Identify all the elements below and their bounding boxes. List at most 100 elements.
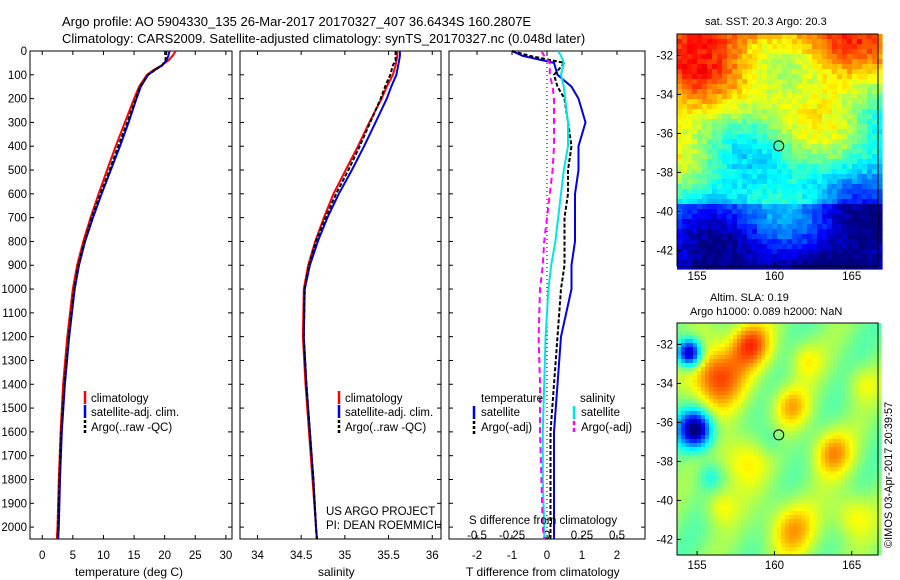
y-tick-label: 1400 xyxy=(1,379,27,391)
x-tick-label: 5 xyxy=(70,550,76,562)
sla-map-title: Altim. SLA: 0.19 xyxy=(710,292,789,304)
y-tick-label: 1800 xyxy=(1,474,27,486)
difference-top-axis-label: S difference from climatology xyxy=(469,515,617,527)
sla-map-frame xyxy=(676,322,879,556)
map-y-tick-label: -36 xyxy=(656,417,673,429)
x-tick-label: 35.5 xyxy=(377,550,399,562)
x-tick-label: 25 xyxy=(189,550,202,562)
x-tick-label: 15 xyxy=(128,550,141,562)
x-tick-label: 0 xyxy=(544,550,550,562)
legend-label-satellite: satellite-adj. clim. xyxy=(345,407,433,419)
legend-title-salinity: salinity xyxy=(580,393,615,405)
legend-label-climatology: climatology xyxy=(345,393,403,405)
temperature-x-axis-label: temperature (deg C) xyxy=(75,565,183,579)
legend-label-s-argo: Argo(-adj) xyxy=(581,422,632,434)
legend-label-argo: Argo(..raw -QC) xyxy=(91,422,172,434)
y-tick-label: 100 xyxy=(8,70,27,82)
map-y-tick-label: -38 xyxy=(656,456,673,468)
y-tick-label: 2000 xyxy=(1,522,27,534)
top-tick-label: 0 xyxy=(544,530,550,542)
salinity-series-satellite xyxy=(302,51,401,540)
y-tick-label: 0 xyxy=(21,46,27,58)
map-y-tick-label: -34 xyxy=(656,89,673,101)
y-tick-label: 400 xyxy=(8,141,27,153)
y-tick-label: 1600 xyxy=(1,427,27,439)
map-x-tick-label: 165 xyxy=(842,271,861,283)
salinity-x-axis-label: salinity xyxy=(318,565,355,579)
sla-heatmap: 155 160 165 -32 -34 -36 -38 -40 -42 xyxy=(656,323,882,572)
legend-label-satellite: satellite-adj. clim. xyxy=(91,407,179,419)
map-y-tick-label: -32 xyxy=(656,50,673,62)
map-x-tick-label: 160 xyxy=(765,271,784,283)
diff-series-s-argo xyxy=(537,50,555,540)
temperature-series-argo xyxy=(56,50,168,540)
diff-series-t-argo xyxy=(511,50,573,539)
map-y-tick-label: -34 xyxy=(656,378,673,390)
map-y-tick-label: -40 xyxy=(656,206,673,218)
argo-float-marker xyxy=(773,140,785,152)
temperature-legend: climatology satellite-adj. clim. Argo(..… xyxy=(83,391,179,434)
y-tick-label: 600 xyxy=(8,189,27,201)
y-tick-label: 800 xyxy=(8,236,27,248)
y-tick-label: 1900 xyxy=(1,498,27,510)
top-tick-label: 0.5 xyxy=(609,530,625,542)
y-tick-label: 1700 xyxy=(1,451,27,463)
map-x-tick-label: 160 xyxy=(765,560,784,572)
x-tick-label: 1 xyxy=(579,550,585,562)
x-tick-label: -1 xyxy=(507,550,517,562)
map-x-tick-label: 165 xyxy=(842,560,861,572)
legend-label-t-argo: Argo(-adj) xyxy=(481,422,532,434)
x-tick-label: 10 xyxy=(97,550,110,562)
imos-credit: ©IMOS 03-Apr-2017 20:39:57 xyxy=(883,402,895,548)
x-tick-label: 34.5 xyxy=(290,550,312,562)
salinity-series-climatology xyxy=(301,51,399,540)
map-y-tick-label: -36 xyxy=(656,128,673,140)
sst-map-frame xyxy=(676,33,879,267)
argo-float-marker xyxy=(773,429,785,441)
map-y-tick-label: -32 xyxy=(656,339,673,351)
temperature-panel-frame xyxy=(29,50,233,540)
top-tick-label: -0.25 xyxy=(499,530,525,542)
salinity-series-argo xyxy=(302,51,397,540)
legend-label-climatology: climatology xyxy=(91,393,149,405)
x-tick-label: 0 xyxy=(39,550,45,562)
temperature-series-satellite xyxy=(57,50,171,540)
map-y-tick-label: -38 xyxy=(656,167,673,179)
x-tick-label: 20 xyxy=(158,550,171,562)
x-tick-label: -2 xyxy=(472,550,482,562)
y-tick-label: 500 xyxy=(8,165,27,177)
figure-title-line1: Argo profile: AO 5904330_135 26-Mar-2017… xyxy=(62,14,531,29)
x-tick-label: 2 xyxy=(614,550,620,562)
legend-label-argo: Argo(..raw -QC) xyxy=(345,422,426,434)
map-y-tick-label: -40 xyxy=(656,495,673,507)
y-tick-label: 1200 xyxy=(1,332,27,344)
difference-legend: temperature salinity satellite Argo(-adj… xyxy=(472,393,632,434)
top-tick-label: -0.5 xyxy=(467,530,487,542)
y-tick-label: 300 xyxy=(8,117,27,129)
y-tick-label: 1500 xyxy=(1,403,27,415)
diff-series-s-satellite xyxy=(541,50,569,539)
y-tick-label: 1300 xyxy=(1,355,27,367)
x-tick-label: 34 xyxy=(251,550,264,562)
y-tick-label: 200 xyxy=(8,94,27,106)
map-y-tick-label: -42 xyxy=(656,534,673,546)
y-tick-label: 900 xyxy=(8,260,27,272)
x-tick-label: 35 xyxy=(338,550,351,562)
figure-title-line2: Climatology: CARS2009. Satellite-adjuste… xyxy=(62,31,585,46)
salinity-legend: climatology satellite-adj. clim. Argo(..… xyxy=(337,391,433,434)
map-x-tick-label: 155 xyxy=(688,560,707,572)
map-x-tick-label: 155 xyxy=(688,271,707,283)
top-tick-label: 0.25 xyxy=(571,530,593,542)
sla-map-subtitle: Argo h1000: 0.089 h2000: NaN xyxy=(690,306,842,318)
sst-heatmap: 155 160 165 -32 -34 -36 -38 -40 -42 xyxy=(656,34,883,283)
project-annotation: US ARGO PROJECT xyxy=(326,506,435,518)
legend-label-t-satellite: satellite xyxy=(481,407,520,419)
diff-series-t-satellite xyxy=(511,50,587,539)
y-tick-label: 1100 xyxy=(2,308,27,320)
map-y-tick-label: -42 xyxy=(656,245,673,257)
y-tick-label: 700 xyxy=(8,213,27,225)
x-tick-label: 30 xyxy=(219,550,232,562)
legend-title-temperature: temperature xyxy=(481,393,543,405)
y-tick-label: 1000 xyxy=(1,284,27,296)
